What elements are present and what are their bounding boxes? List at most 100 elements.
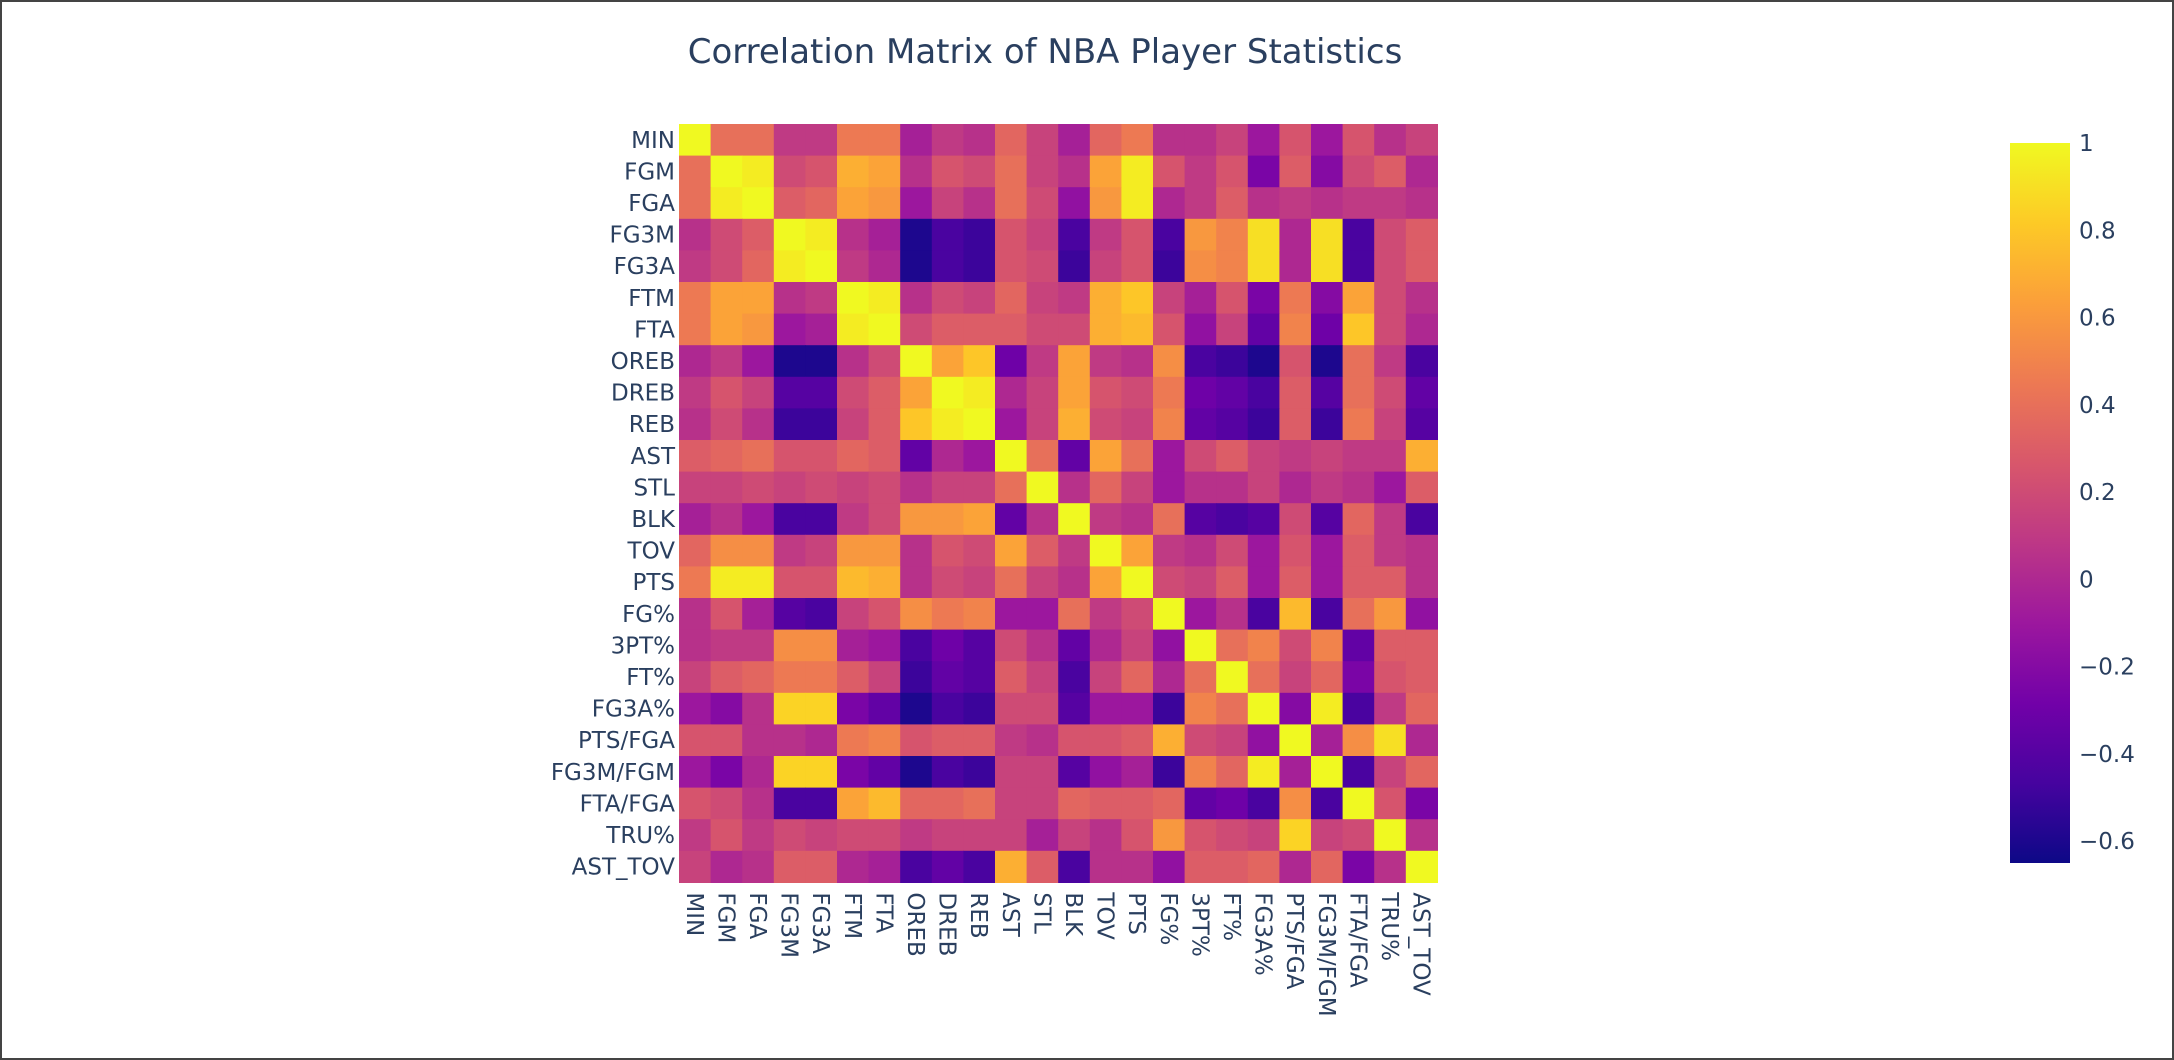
heatmap-cell-21-7 bbox=[900, 787, 933, 820]
heatmap-cell-9-22 bbox=[1374, 408, 1407, 441]
heatmap-cell-4-3 bbox=[773, 250, 806, 283]
heatmap-cell-11-6 bbox=[868, 471, 901, 504]
heatmap-cell-6-23 bbox=[1405, 313, 1438, 346]
heatmap-cell-21-11 bbox=[1026, 787, 1059, 820]
heatmap-cell-1-23 bbox=[1405, 155, 1438, 188]
heatmap-cell-0-8 bbox=[931, 124, 964, 157]
heatmap-cell-18-17 bbox=[1216, 692, 1249, 725]
heatmap-cell-2-22 bbox=[1374, 187, 1407, 220]
heatmap-cell-6-5 bbox=[837, 313, 870, 346]
heatmap-cell-2-20 bbox=[1311, 187, 1344, 220]
heatmap-cell-0-10 bbox=[995, 124, 1028, 157]
heatmap-cell-22-0 bbox=[679, 819, 712, 852]
heatmap-cell-19-9 bbox=[963, 724, 996, 757]
colorbar-tick-label: 1 bbox=[2079, 131, 2094, 157]
heatmap-cell-21-17 bbox=[1216, 787, 1249, 820]
heatmap-cell-8-0 bbox=[679, 376, 712, 409]
colorbar-tick-label: 0.6 bbox=[2079, 306, 2116, 332]
heatmap-cell-20-9 bbox=[963, 756, 996, 789]
heatmap-cell-17-17 bbox=[1216, 661, 1249, 694]
heatmap-cell-6-7 bbox=[900, 313, 933, 346]
heatmap-cell-10-11 bbox=[1026, 440, 1059, 473]
heatmap-cell-3-23 bbox=[1405, 218, 1438, 251]
heatmap-cell-5-18 bbox=[1247, 282, 1280, 315]
heatmap-cell-20-21 bbox=[1342, 756, 1375, 789]
heatmap-cell-14-11 bbox=[1026, 566, 1059, 599]
heatmap-cell-3-0 bbox=[679, 218, 712, 251]
heatmap-cell-16-8 bbox=[931, 629, 964, 662]
heatmap-cell-5-9 bbox=[963, 282, 996, 315]
heatmap-cell-22-11 bbox=[1026, 819, 1059, 852]
heatmap-cell-14-17 bbox=[1216, 566, 1249, 599]
heatmap-cell-20-2 bbox=[742, 756, 775, 789]
heatmap-cell-4-13 bbox=[1089, 250, 1122, 283]
heatmap-cell-4-21 bbox=[1342, 250, 1375, 283]
heatmap-cell-6-12 bbox=[1058, 313, 1091, 346]
heatmap-cell-7-10 bbox=[995, 345, 1028, 378]
heatmap-cell-2-3 bbox=[773, 187, 806, 220]
x-axis-ticks: MIN FGM FGA FG3M FG3A FTM FTA OREB DREB REB AST STL… bbox=[681, 891, 1434, 1016]
heatmap-cell-2-23 bbox=[1405, 187, 1438, 220]
heatmap-cell-19-1 bbox=[710, 724, 743, 757]
heatmap-cell-5-3 bbox=[773, 282, 806, 315]
heatmap-cell-15-22 bbox=[1374, 598, 1407, 631]
heatmap-cell-9-23 bbox=[1405, 408, 1438, 441]
x-tick-label: FG3A bbox=[807, 892, 833, 954]
x-tick-label: MIN bbox=[681, 892, 707, 936]
heatmap-cell-23-12 bbox=[1058, 850, 1091, 883]
heatmap-cell-15-23 bbox=[1405, 598, 1438, 631]
heatmap-cell-19-15 bbox=[1153, 724, 1186, 757]
heatmap-cell-7-3 bbox=[773, 345, 806, 378]
heatmap-cell-1-19 bbox=[1279, 155, 1312, 188]
heatmap-cell-19-3 bbox=[773, 724, 806, 757]
heatmap-cell-19-22 bbox=[1374, 724, 1407, 757]
heatmap-cell-2-21 bbox=[1342, 187, 1375, 220]
heatmap-cell-20-16 bbox=[1184, 756, 1217, 789]
heatmap-cell-3-7 bbox=[900, 218, 933, 251]
heatmap-cell-16-0 bbox=[679, 629, 712, 662]
heatmap-cell-9-9 bbox=[963, 408, 996, 441]
heatmap-cell-1-7 bbox=[900, 155, 933, 188]
heatmap-cell-11-22 bbox=[1374, 471, 1407, 504]
heatmap-cell-19-21 bbox=[1342, 724, 1375, 757]
heatmap-cell-1-2 bbox=[742, 155, 775, 188]
heatmap-cell-7-9 bbox=[963, 345, 996, 378]
heatmap-cell-10-2 bbox=[742, 440, 775, 473]
x-tick-label: FT% bbox=[1218, 892, 1244, 941]
heatmap-cell-11-12 bbox=[1058, 471, 1091, 504]
heatmap-cell-1-11 bbox=[1026, 155, 1059, 188]
heatmap-cell-7-8 bbox=[931, 345, 964, 378]
heatmap-cell-14-0 bbox=[679, 566, 712, 599]
heatmap-cell-3-5 bbox=[837, 218, 870, 251]
heatmap-cell-21-0 bbox=[679, 787, 712, 820]
x-tick-label: DREB bbox=[934, 892, 960, 956]
heatmap-cell-20-4 bbox=[805, 756, 838, 789]
heatmap-cell-23-9 bbox=[963, 850, 996, 883]
y-tick-label: FG% bbox=[622, 602, 675, 628]
heatmap-cell-9-8 bbox=[931, 408, 964, 441]
heatmap-cell-6-13 bbox=[1089, 313, 1122, 346]
heatmap-cell-22-21 bbox=[1342, 819, 1375, 852]
heatmap-cell-6-14 bbox=[1121, 313, 1154, 346]
heatmap-cell-12-4 bbox=[805, 503, 838, 536]
heatmap-cell-1-13 bbox=[1089, 155, 1122, 188]
heatmap-cell-9-19 bbox=[1279, 408, 1312, 441]
heatmap-cell-4-6 bbox=[868, 250, 901, 283]
heatmap-cell-8-6 bbox=[868, 376, 901, 409]
heatmap-cell-4-7 bbox=[900, 250, 933, 283]
heatmap-cell-1-0 bbox=[679, 155, 712, 188]
heatmap-cell-13-19 bbox=[1279, 534, 1312, 567]
heatmap-cell-12-11 bbox=[1026, 503, 1059, 536]
heatmap-cell-9-5 bbox=[837, 408, 870, 441]
heatmap-cell-12-13 bbox=[1089, 503, 1122, 536]
heatmap-cell-23-8 bbox=[931, 850, 964, 883]
heatmap-cell-8-12 bbox=[1058, 376, 1091, 409]
heatmap-cell-23-13 bbox=[1089, 850, 1122, 883]
heatmap-cell-13-8 bbox=[931, 534, 964, 567]
heatmap-cell-14-10 bbox=[995, 566, 1028, 599]
heatmap-cell-4-0 bbox=[679, 250, 712, 283]
heatmap-cell-14-13 bbox=[1089, 566, 1122, 599]
heatmap-cell-22-19 bbox=[1279, 819, 1312, 852]
heatmap-cell-6-17 bbox=[1216, 313, 1249, 346]
colorbar-tick-label: 0 bbox=[2079, 567, 2094, 593]
